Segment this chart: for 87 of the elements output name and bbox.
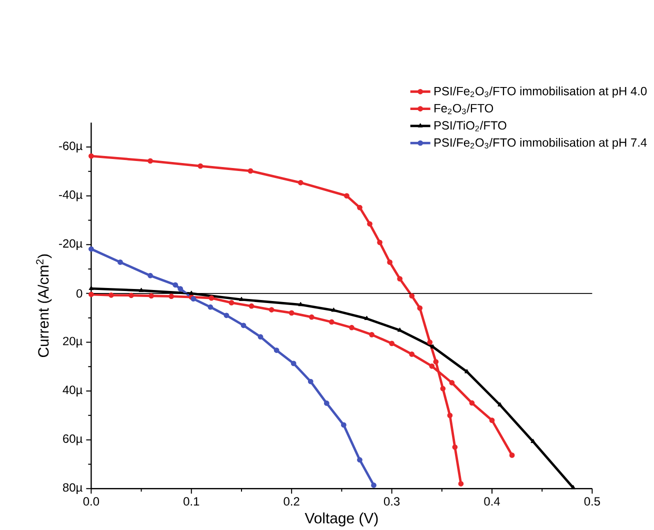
point: [239, 296, 244, 302]
point: [328, 319, 334, 325]
point: [397, 276, 402, 282]
point: [498, 402, 502, 407]
x-tick-label: 0.1: [184, 497, 200, 506]
point: [308, 314, 314, 320]
point: [268, 307, 274, 313]
point: [148, 273, 153, 278]
legend-label: Fe$_{2}$O$_{3}$/FTO: [434, 104, 494, 114]
point: [88, 286, 94, 290]
point: [172, 282, 178, 288]
x-tick-label: 0.0: [83, 497, 100, 506]
point: [349, 325, 354, 330]
point: [377, 240, 382, 246]
x-axis-title: Voltage (V): [304, 512, 378, 527]
y-tick-label: 20µ: [63, 336, 82, 348]
point: [228, 300, 234, 306]
point: [464, 369, 470, 374]
x-tick-label: 0.5: [584, 497, 600, 506]
point: [198, 164, 204, 169]
point: [449, 380, 455, 386]
x-tick-label: 0.3: [384, 497, 400, 506]
legend-label: PSI/Fe$_{2}$O$_{3}$/FTO immobilisation at pH 4.0: [434, 86, 647, 98]
point: [208, 304, 214, 310]
point: [274, 348, 280, 354]
point: [138, 288, 144, 292]
point: [189, 290, 194, 296]
point: [118, 260, 123, 266]
legend-label: PSI/Fe$_{2}$O$_{3}$/FTO immobilisation at pH 7.4: [434, 138, 647, 150]
point: [290, 360, 296, 366]
point: [409, 293, 415, 299]
point: [570, 485, 576, 490]
point: [530, 438, 536, 444]
point: [489, 418, 495, 424]
point: [258, 334, 264, 340]
point: [440, 386, 446, 392]
point: [88, 154, 94, 159]
point: [433, 359, 439, 365]
point: [417, 306, 423, 311]
point: [308, 378, 314, 384]
point: [148, 293, 154, 299]
legend-label: PSI/TiO$_{2}$/FTO: [434, 120, 506, 132]
point: [178, 286, 184, 292]
point: [469, 400, 475, 406]
point: [389, 340, 394, 346]
point: [341, 422, 346, 428]
x-tick-label: 0.4: [484, 497, 500, 506]
point: [148, 158, 153, 164]
point: [288, 310, 294, 316]
point: [429, 364, 435, 369]
point: [430, 344, 436, 349]
y-tick-label: -60µ: [59, 142, 82, 153]
point: [248, 168, 254, 174]
y-tick-label: 80µ: [63, 483, 82, 494]
point: [509, 452, 515, 458]
point: [427, 340, 433, 346]
point: [447, 412, 453, 418]
y-tick-label: 0: [76, 289, 82, 298]
point: [452, 444, 458, 450]
point: [88, 292, 94, 298]
point: [331, 308, 336, 312]
point: [357, 457, 362, 463]
y-tick-label: -20µ: [59, 239, 82, 250]
point: [324, 400, 330, 406]
y-tick-label: 40µ: [62, 386, 82, 397]
point: [128, 292, 134, 298]
y-axis-title: Current (A/cm$^{2}$): [36, 254, 52, 358]
point: [248, 304, 254, 309]
point: [344, 193, 350, 199]
x-tick-label: 0.2: [284, 497, 300, 506]
point: [208, 296, 214, 301]
point: [298, 180, 304, 186]
point: [88, 246, 94, 252]
point: [168, 294, 174, 300]
point: [240, 322, 246, 328]
point: [369, 332, 374, 338]
point: [357, 204, 362, 210]
point: [458, 481, 464, 487]
point: [409, 352, 415, 358]
point: [371, 482, 376, 488]
point: [367, 221, 372, 227]
point: [387, 260, 392, 266]
point: [224, 312, 230, 318]
point: [298, 302, 303, 306]
point: [108, 292, 114, 298]
y-tick-label: 60µ: [63, 434, 82, 446]
y-tick-label: -40µ: [59, 190, 82, 202]
